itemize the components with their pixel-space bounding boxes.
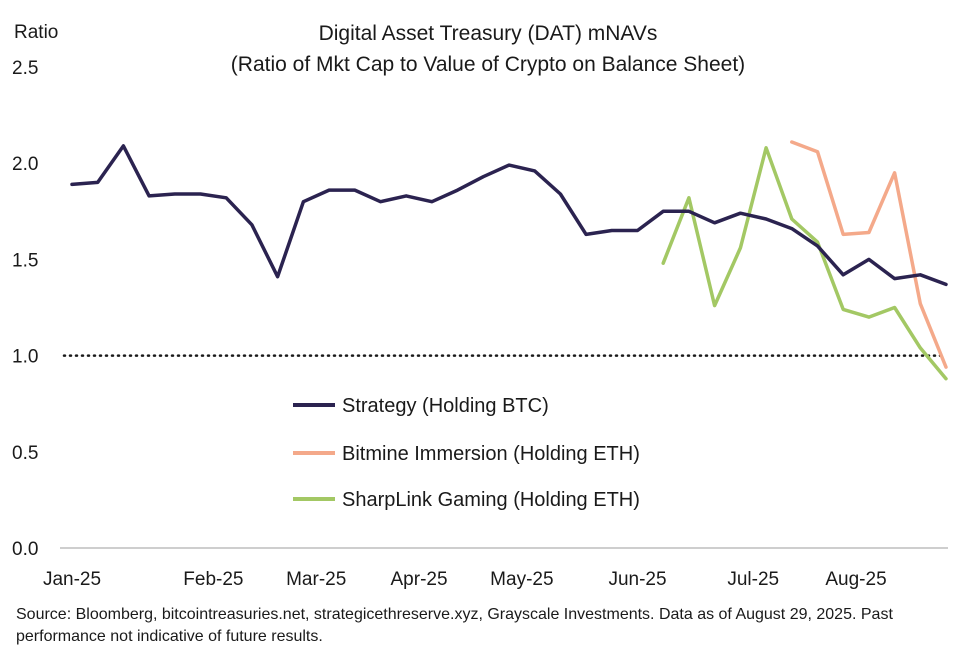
- x-axis-ticks: Jan-25 Feb-25 Mar-25 Apr-25 May-25 Jun-25 Jul-…: [43, 569, 887, 590]
- x-tick-label: Jan-25: [43, 569, 101, 590]
- x-tick-label: May-25: [490, 569, 553, 590]
- chart-title: Digital Asset Treasury (DAT) mNAVs: [319, 22, 658, 45]
- y-tick-label: 0.0: [12, 539, 38, 560]
- source-note: Source: Bloomberg, bitcointreasuries.net…: [16, 606, 893, 645]
- x-tick-label: Aug-25: [825, 569, 886, 590]
- legend: Strategy (Holding BTC) Bitmine Immersion …: [293, 395, 640, 511]
- y-tick-label: 0.5: [12, 443, 38, 464]
- chart-subtitle: (Ratio of Mkt Cap to Value of Crypto on …: [231, 53, 745, 76]
- x-tick-label: Mar-25: [286, 569, 346, 590]
- legend-label: Strategy (Holding BTC): [342, 395, 549, 417]
- y-tick-label: 1.0: [12, 347, 38, 368]
- x-tick-label: Apr-25: [391, 569, 448, 590]
- y-axis-ticks: 0.0 0.5 1.0 1.5 2.0 2.5: [12, 58, 38, 560]
- x-tick-label: Jul-25: [727, 569, 779, 590]
- x-tick-label: Feb-25: [183, 569, 243, 590]
- chart-canvas: Digital Asset Treasury (DAT) mNAVs (Rati…: [12, 22, 948, 590]
- series-lines: [70, 140, 948, 381]
- series-line-1: [790, 140, 948, 369]
- series-line-2: [661, 146, 948, 381]
- y-tick-label: 1.5: [12, 250, 38, 271]
- x-tick-label: Jun-25: [608, 569, 666, 590]
- legend-label: SharpLink Gaming (Holding ETH): [342, 489, 640, 511]
- y-axis-label: Ratio: [14, 22, 58, 43]
- y-tick-label: 2.5: [12, 58, 38, 79]
- legend-label: Bitmine Immersion (Holding ETH): [342, 443, 640, 465]
- y-tick-label: 2.0: [12, 154, 38, 175]
- series-line-0: [70, 144, 948, 287]
